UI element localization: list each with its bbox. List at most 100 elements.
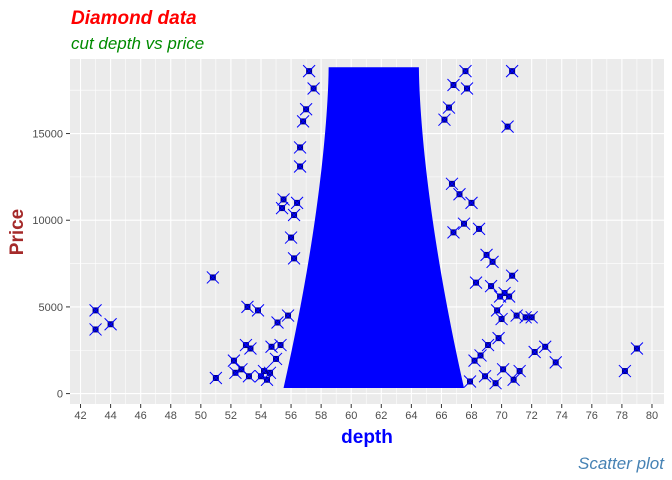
scatter-point	[459, 64, 472, 78]
x-tick-label: 44	[104, 410, 116, 422]
y-axis-title: Price	[7, 209, 28, 255]
x-tick-label: 50	[195, 410, 207, 422]
x-tick-label: 42	[74, 410, 86, 422]
scatter-point	[302, 64, 316, 78]
scatter-point	[251, 304, 265, 317]
scatter-point	[528, 345, 542, 359]
scatter-point	[472, 222, 486, 236]
scatter-point	[271, 316, 284, 329]
scatter-point	[447, 226, 460, 239]
scatter-point	[481, 338, 495, 352]
scatter-point	[549, 356, 563, 369]
scatter-point	[513, 364, 526, 378]
scatter-point	[296, 115, 310, 128]
x-tick-label: 74	[556, 410, 568, 422]
x-tick-label: 60	[345, 410, 357, 422]
scatter-point	[287, 208, 301, 222]
dense-point-band	[283, 67, 464, 388]
scatter-point	[538, 340, 552, 354]
x-tick-label: 72	[526, 410, 538, 422]
x-tick-label: 70	[495, 410, 507, 422]
x-tick-label: 80	[646, 410, 658, 422]
scatter-point	[104, 317, 117, 331]
x-tick-label: 76	[586, 410, 598, 422]
scatter-point	[468, 354, 481, 368]
scatter-point	[299, 102, 313, 116]
chart-caption: Scatter plot	[578, 454, 665, 473]
x-tick-label: 46	[135, 410, 147, 422]
scatter-point	[453, 187, 466, 201]
x-tick-label: 48	[165, 410, 177, 422]
chart-subtitle: cut depth vs price	[71, 34, 204, 53]
scatter-point	[275, 201, 289, 215]
scatter-point	[465, 196, 478, 210]
scatter-point	[209, 371, 223, 385]
scatter-point	[501, 120, 514, 133]
y-tick-label: 15000	[32, 129, 63, 141]
scatter-point	[241, 300, 254, 314]
scatter-point	[510, 309, 523, 322]
scatter-point	[502, 290, 516, 303]
x-tick-label: 56	[285, 410, 297, 422]
scatter-point	[244, 342, 257, 355]
scatter-point	[290, 196, 304, 210]
scatter-point	[630, 342, 644, 355]
x-tick-label: 64	[405, 410, 417, 422]
scatter-point	[287, 252, 301, 265]
dense-band-shape	[283, 67, 464, 388]
scatter-point	[492, 331, 505, 345]
x-tick-label: 78	[616, 410, 628, 422]
scatter-point	[486, 255, 499, 269]
scatter-point	[489, 376, 502, 390]
scatter-point	[478, 369, 492, 383]
scatter-point	[263, 366, 277, 380]
chart-title: Diamond data	[71, 8, 197, 29]
y-axis-ticks: 0 5000 10000 15000	[32, 129, 70, 401]
y-tick-label: 0	[57, 389, 63, 401]
scatter-point	[490, 304, 504, 317]
y-tick-label: 5000	[39, 302, 63, 314]
scatter-point	[484, 279, 498, 293]
scatter-point	[438, 113, 451, 127]
scatter-point	[89, 304, 102, 317]
scatter-point	[463, 375, 477, 388]
x-axis-title: depth	[341, 427, 393, 448]
scatter-point	[274, 338, 287, 352]
x-axis-ticks: 42 44 46 48 50 52 54 56 58 60 62 64 66 68 70 72 74 76 78 80	[74, 404, 658, 422]
scatter-point	[496, 362, 510, 376]
scatter-point	[460, 82, 474, 95]
scatter-point	[227, 354, 241, 368]
scatter-point	[447, 78, 460, 92]
scatter-point	[445, 177, 459, 191]
x-tick-label: 54	[255, 410, 267, 422]
scatter-point	[284, 231, 298, 244]
scatter-point	[442, 101, 456, 114]
x-tick-label: 52	[225, 410, 237, 422]
scatter-point	[525, 310, 539, 324]
y-tick-label: 10000	[32, 215, 63, 227]
scatter-point	[505, 64, 519, 78]
scatter-point	[307, 82, 320, 95]
scatter-point	[293, 160, 307, 173]
scatter-point	[495, 312, 508, 326]
scatter-point	[469, 276, 483, 289]
x-tick-label: 68	[465, 410, 477, 422]
x-tick-label: 66	[435, 410, 447, 422]
scatter-points	[89, 64, 644, 390]
scatter-point	[277, 193, 290, 206]
scatter-point	[269, 352, 283, 366]
scatter-point	[265, 340, 278, 354]
scatter-point	[618, 364, 632, 378]
scatter-point	[206, 271, 220, 284]
scatter-point	[505, 269, 519, 283]
scatter-point	[281, 309, 295, 322]
x-tick-label: 62	[375, 410, 387, 422]
scatter-point	[519, 310, 533, 324]
scatter-point	[293, 141, 307, 154]
scatter-point	[242, 369, 256, 383]
scatter-point	[89, 323, 102, 336]
scatter-point	[457, 217, 471, 231]
scatter-point	[507, 373, 520, 387]
x-tick-label: 58	[315, 410, 327, 422]
